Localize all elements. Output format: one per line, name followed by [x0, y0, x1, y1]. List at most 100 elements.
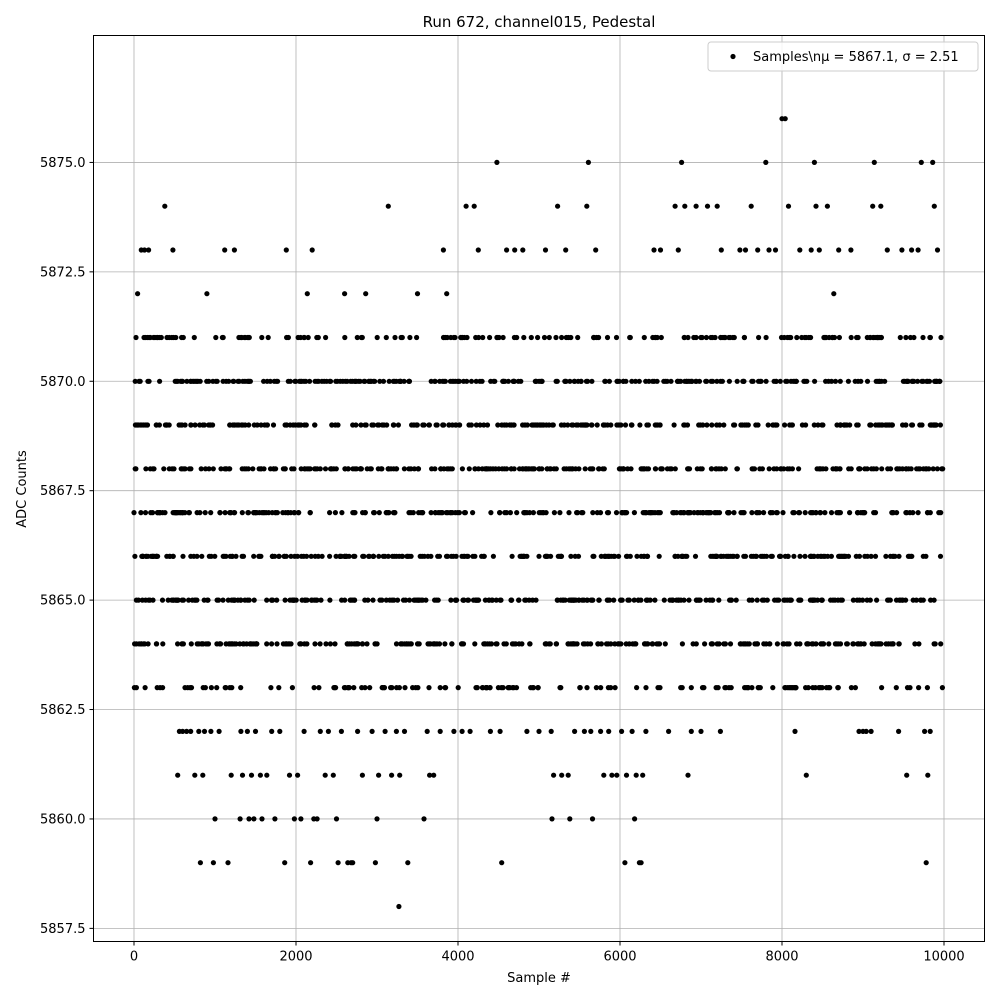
- data-point: [494, 334, 500, 341]
- data-point: [354, 641, 360, 647]
- data-point: [154, 334, 160, 341]
- data-point: [443, 553, 450, 559]
- data-point: [694, 466, 700, 472]
- data-point: [259, 816, 265, 822]
- data-point: [508, 422, 514, 428]
- data-point: [657, 509, 663, 516]
- data-point: [161, 466, 167, 472]
- data-point: [815, 422, 821, 428]
- data-point: [575, 422, 581, 428]
- data-point: [162, 509, 168, 516]
- data-point: [312, 466, 318, 472]
- data-point: [611, 597, 617, 603]
- data-point: [268, 597, 275, 603]
- data-point: [284, 334, 290, 341]
- data-point: [716, 509, 723, 516]
- data-point: [772, 597, 778, 603]
- data-point: [312, 422, 318, 428]
- data-point: [644, 422, 650, 428]
- data-point: [342, 291, 348, 297]
- data-point: [254, 509, 260, 516]
- data-point: [750, 378, 756, 384]
- data-point: [378, 466, 384, 472]
- data-point: [420, 422, 426, 428]
- data-point: [429, 466, 435, 472]
- data-point: [370, 553, 376, 559]
- data-point: [796, 509, 803, 516]
- data-point: [568, 553, 574, 559]
- data-point: [857, 641, 864, 647]
- data-point: [441, 466, 447, 472]
- data-point: [498, 685, 504, 691]
- data-point: [578, 378, 584, 384]
- data-point: [179, 422, 185, 428]
- data-point: [236, 378, 242, 384]
- data-point: [717, 422, 723, 428]
- data-point: [931, 597, 937, 603]
- data-point: [282, 641, 289, 647]
- data-point: [487, 685, 493, 691]
- data-point: [632, 378, 639, 384]
- data-point: [804, 641, 810, 647]
- data-point: [374, 816, 380, 822]
- data-point: [276, 685, 282, 691]
- data-point: [293, 378, 299, 384]
- data-point: [567, 378, 573, 384]
- data-point: [782, 116, 788, 122]
- data-point: [554, 597, 560, 603]
- data-point: [284, 422, 290, 428]
- data-point: [423, 597, 429, 603]
- data-point: [414, 422, 420, 428]
- data-point: [335, 860, 341, 866]
- data-point: [291, 509, 298, 516]
- data-point: [522, 597, 528, 603]
- data-point: [784, 641, 790, 647]
- data-point: [570, 641, 577, 647]
- data-point: [295, 772, 301, 778]
- data-point: [342, 334, 348, 341]
- y-tick-label: 5862.5: [40, 703, 86, 718]
- data-point: [231, 597, 237, 603]
- data-point: [229, 685, 235, 691]
- data-point: [808, 509, 814, 516]
- legend: Samples\nμ = 5867.1, σ = 2.51: [707, 41, 979, 72]
- data-point: [332, 509, 338, 516]
- data-point: [175, 641, 181, 647]
- data-point: [576, 466, 582, 472]
- data-point: [595, 641, 601, 647]
- data-point: [177, 509, 183, 516]
- data-point: [572, 728, 578, 735]
- data-point: [737, 247, 743, 253]
- data-point: [151, 466, 157, 472]
- data-point: [250, 641, 256, 647]
- data-point: [204, 291, 210, 297]
- data-point: [276, 553, 282, 559]
- data-point: [553, 334, 559, 341]
- data-point: [644, 553, 650, 559]
- data-point: [889, 641, 896, 647]
- data-point: [225, 860, 231, 866]
- data-point: [257, 772, 263, 778]
- data-point: [691, 334, 697, 341]
- data-point: [524, 509, 530, 516]
- data-point: [132, 466, 138, 472]
- data-point: [733, 597, 739, 603]
- data-point: [871, 509, 877, 516]
- data-point: [904, 509, 910, 516]
- data-point: [852, 685, 859, 691]
- data-point: [548, 466, 554, 472]
- data-point: [351, 685, 357, 691]
- data-point: [367, 466, 373, 472]
- data-point: [674, 378, 681, 384]
- data-point: [396, 903, 402, 910]
- data-point: [713, 553, 719, 559]
- data-point: [138, 509, 144, 516]
- legend-box: [707, 41, 979, 72]
- data-point: [688, 685, 694, 691]
- data-point: [696, 378, 703, 384]
- data-point: [328, 466, 334, 472]
- data-point: [616, 553, 622, 559]
- data-point: [808, 247, 814, 253]
- data-point: [658, 334, 664, 341]
- data-point: [372, 378, 378, 384]
